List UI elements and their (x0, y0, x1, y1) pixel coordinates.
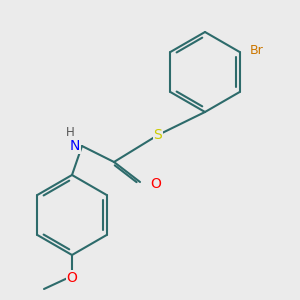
Text: Br: Br (250, 44, 263, 56)
Text: N: N (70, 139, 80, 153)
Text: O: O (67, 271, 77, 285)
Text: O: O (150, 177, 161, 191)
Text: S: S (154, 128, 162, 142)
Text: H: H (66, 127, 74, 140)
